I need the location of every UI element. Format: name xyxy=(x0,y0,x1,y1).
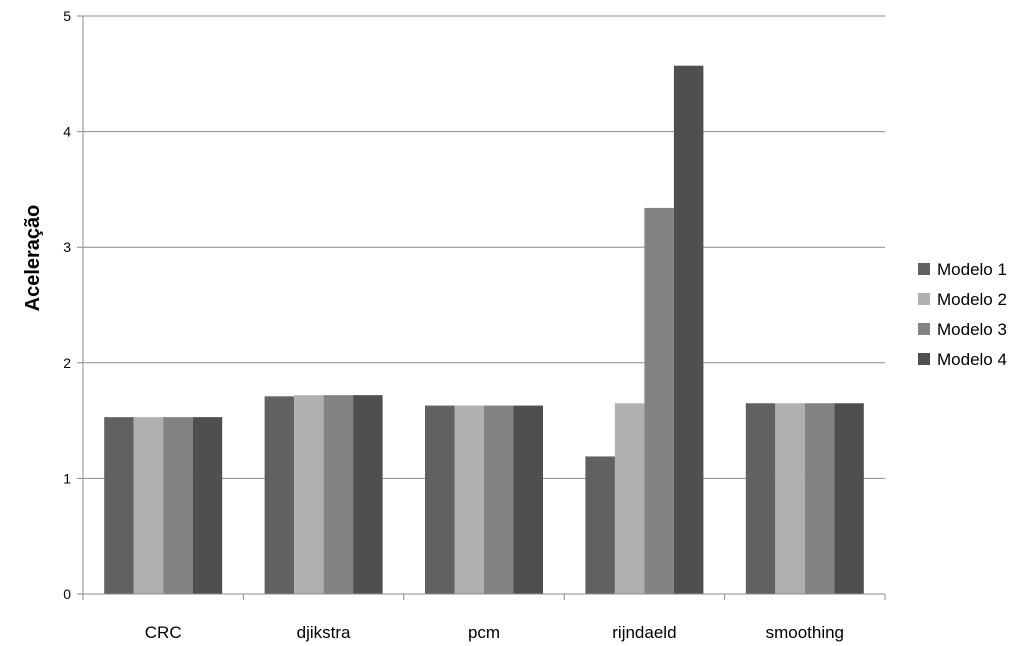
bar-pcm-series-1 xyxy=(425,405,455,594)
y-tick-label: 1 xyxy=(63,470,71,486)
y-axis-title: Aceleração xyxy=(22,205,44,312)
axes xyxy=(77,15,886,600)
bar-smoothing-series-4 xyxy=(834,403,864,594)
bar-djikstra-series-3 xyxy=(323,395,354,594)
legend-swatch xyxy=(918,293,930,305)
legend-label: Modelo 2 xyxy=(937,290,1007,309)
legend: Modelo 1 Modelo 2 Modelo 3 Modelo 4 xyxy=(918,260,1007,369)
legend-swatch xyxy=(918,353,930,365)
legend-swatch xyxy=(918,323,930,335)
bar-djikstra-series-4 xyxy=(353,395,383,594)
y-tick-labels: 0 1 2 3 4 5 xyxy=(63,8,71,602)
bar-smoothing-series-3 xyxy=(804,403,835,594)
y-tick-label: 0 xyxy=(63,586,71,602)
bar-crc-series-1 xyxy=(104,417,134,594)
x-category-labels: CRC djikstra pcm rijndaeld smoothing xyxy=(145,623,844,642)
bar-smoothing-series-2 xyxy=(775,403,805,594)
bar-pcm-series-4 xyxy=(513,405,543,594)
bar-crc-series-4 xyxy=(192,417,223,594)
y-tick-label: 2 xyxy=(63,355,71,371)
legend-label: Modelo 3 xyxy=(937,320,1007,339)
bar-rijndaeld-series-3 xyxy=(644,207,674,594)
x-category-label: smoothing xyxy=(766,623,844,642)
bar-rijndaeld-series-2 xyxy=(614,403,645,594)
bar-rijndaeld-series-1 xyxy=(585,456,615,594)
x-category-label: pcm xyxy=(468,623,500,642)
bar-crc-series-2 xyxy=(133,417,164,594)
bar-smoothing-series-1 xyxy=(745,403,776,594)
bar-rijndaeld-series-4 xyxy=(673,65,704,594)
bar-crc-series-3 xyxy=(163,417,193,594)
legend-label: Modelo 1 xyxy=(937,260,1007,279)
legend-swatch xyxy=(918,263,930,275)
bar-pcm-series-2 xyxy=(454,405,484,594)
bar-djikstra-series-1 xyxy=(264,396,295,594)
y-tick-label: 3 xyxy=(63,239,71,255)
legend-label: Modelo 4 xyxy=(937,350,1007,369)
x-category-label: djikstra xyxy=(297,623,351,642)
bar-djikstra-series-2 xyxy=(294,395,324,594)
x-category-label: CRC xyxy=(145,623,182,642)
x-category-label: rijndaeld xyxy=(612,623,676,642)
bars xyxy=(104,65,864,594)
bar-pcm-series-3 xyxy=(484,405,514,594)
y-tick-label: 4 xyxy=(63,124,71,140)
y-tick-label: 5 xyxy=(63,8,71,24)
